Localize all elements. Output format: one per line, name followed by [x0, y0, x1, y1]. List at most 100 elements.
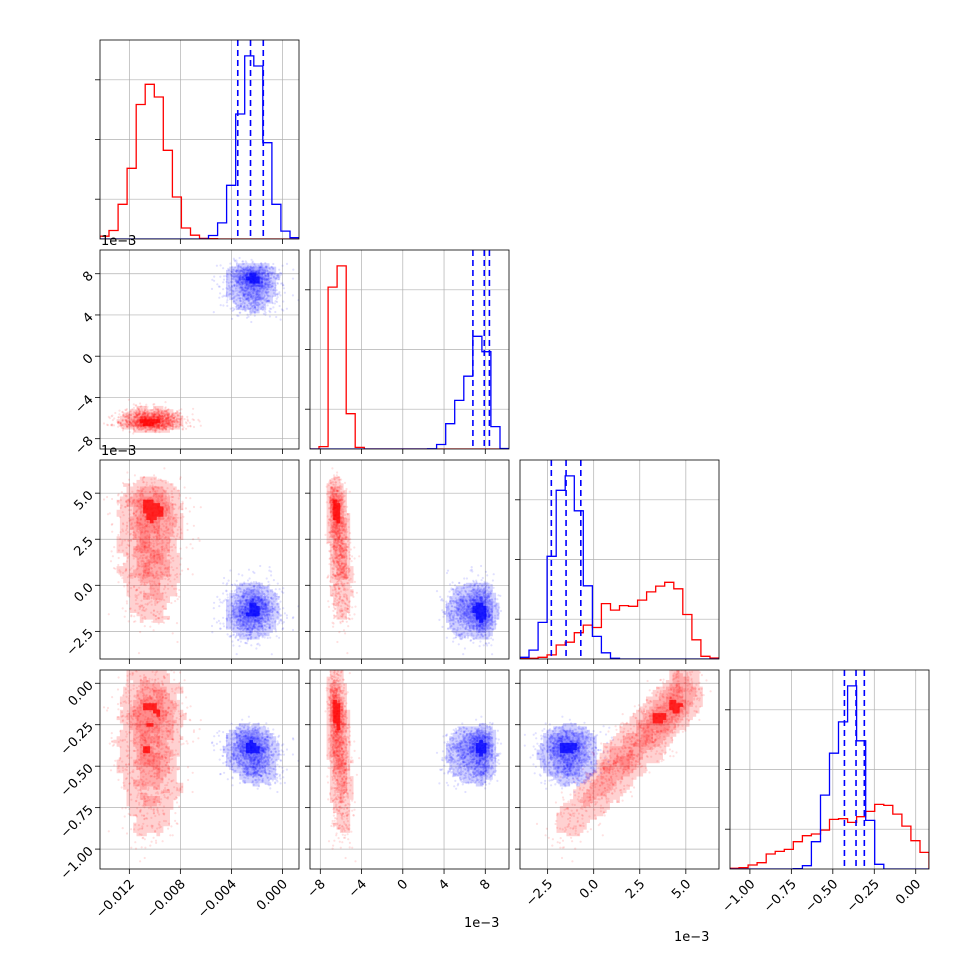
panel-marks — [310, 250, 509, 449]
sample-point — [254, 265, 257, 268]
sample-point — [239, 286, 242, 289]
sample-point — [144, 544, 147, 548]
sample-point — [135, 419, 138, 423]
sample-point — [260, 272, 263, 275]
sample-point — [162, 422, 165, 425]
sample-point — [125, 409, 128, 412]
sample-point — [147, 415, 150, 418]
sample-point — [140, 415, 143, 418]
sample-point — [270, 277, 273, 280]
sample-point — [244, 298, 248, 301]
sample-point — [267, 285, 270, 288]
sample-point — [154, 429, 157, 432]
sample-point — [271, 267, 274, 270]
sample-point — [147, 425, 150, 429]
sample-point — [121, 419, 124, 423]
sample-point — [118, 413, 121, 416]
sample-point — [158, 537, 162, 540]
sample-point — [162, 588, 166, 591]
sample-point — [278, 621, 281, 625]
sample-point — [116, 503, 120, 506]
sample-point — [274, 286, 277, 289]
sample-point — [268, 600, 272, 603]
sample-point — [134, 425, 138, 428]
sample-point — [153, 403, 156, 406]
sample-point — [156, 408, 160, 411]
sample-point — [241, 260, 245, 263]
sample-point — [229, 613, 233, 617]
sample-point — [158, 426, 161, 429]
sample-point — [158, 425, 161, 429]
sample-point — [246, 293, 249, 296]
sample-point — [248, 600, 251, 603]
sample-point — [225, 293, 228, 296]
histogram-red-p0 — [100, 83, 299, 239]
sample-point — [244, 280, 247, 283]
sample-point — [246, 265, 250, 268]
sample-point — [144, 414, 147, 418]
sample-point — [121, 541, 124, 545]
sample-point — [151, 425, 154, 428]
sample-point — [248, 302, 251, 305]
sample-point — [129, 421, 132, 424]
sample-point — [252, 304, 255, 307]
sample-point — [167, 421, 170, 424]
sample-point — [263, 597, 266, 600]
sample-point — [178, 493, 181, 496]
sample-point — [285, 616, 289, 620]
sample-point — [251, 309, 254, 313]
sample-point — [253, 292, 256, 295]
sample-point — [263, 624, 266, 627]
sample-point — [152, 561, 155, 564]
sample-point — [146, 557, 149, 560]
sample-point — [167, 424, 170, 427]
sample-point — [239, 275, 242, 278]
sample-point — [152, 524, 155, 527]
sample-point — [219, 601, 222, 604]
sample-point — [230, 270, 234, 273]
sample-point — [125, 532, 128, 535]
sample-point — [130, 567, 133, 570]
sample-point — [242, 623, 245, 627]
sample-point — [162, 426, 165, 429]
sample-point — [230, 621, 233, 624]
sample-point — [237, 272, 240, 275]
sample-point — [234, 305, 237, 308]
sample-point — [129, 410, 132, 413]
sample-point — [231, 317, 234, 320]
sample-point — [163, 467, 166, 470]
sample-point — [215, 264, 218, 267]
sample-point — [150, 611, 153, 614]
sample-point — [258, 268, 261, 272]
sample-point — [267, 608, 270, 611]
sample-point — [246, 291, 250, 294]
sample-point — [167, 417, 170, 420]
sample-point — [141, 557, 144, 560]
sample-point — [156, 557, 159, 560]
sample-point — [264, 605, 267, 608]
sample-point — [238, 586, 241, 590]
sample-point — [127, 398, 130, 401]
sample-point — [237, 314, 240, 318]
y-tick-label: 4 — [80, 310, 96, 326]
sample-point — [171, 413, 174, 416]
sample-point — [160, 542, 163, 545]
sample-point — [237, 276, 240, 279]
contour-level-1 — [232, 266, 270, 304]
sample-point — [156, 600, 159, 603]
sample-point — [157, 478, 160, 481]
sample-point — [146, 602, 149, 605]
sample-point — [247, 627, 250, 630]
contour-level-3 — [139, 419, 161, 427]
sample-point — [258, 287, 261, 290]
sample-point — [244, 606, 247, 609]
sample-point — [158, 516, 161, 519]
sample-point — [137, 413, 140, 417]
sample-point — [263, 605, 266, 609]
sample-point — [171, 420, 174, 423]
sample-point — [142, 545, 146, 548]
sample-point — [261, 284, 264, 287]
sample-point — [233, 624, 236, 627]
sample-point — [122, 571, 125, 574]
sample-point — [232, 308, 235, 311]
